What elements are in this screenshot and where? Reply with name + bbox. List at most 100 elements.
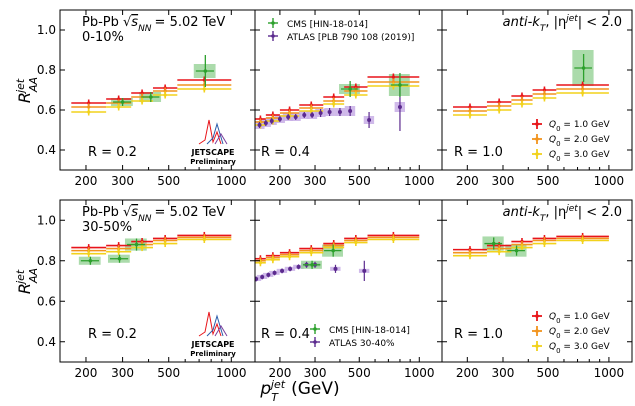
cms-point [310,263,314,267]
model-point [497,104,501,108]
x-tick-label: 500 [348,366,371,380]
cms-point [120,100,125,104]
q-legend-label: Q0 = 1.0 GeV [549,312,611,325]
model-point [332,102,336,106]
panel-1-2: 200 300 500 1000 R = 1.0 anti-kT, |ηjet| < 2.… [441,199,633,380]
model-point [354,85,358,89]
x-tick-label: 500 [536,174,559,188]
cms-point [581,66,586,70]
model-point [581,91,585,95]
x-tick-label: 1000 [594,174,625,188]
y-tick-label: 0.6 [37,103,56,117]
y-axis-label: RAAjet [14,77,40,103]
logo-subtitle: Preliminary [190,158,236,166]
logo-peak-blue [206,314,224,337]
q-legend-label: Q0 = 2.0 GeV [549,327,611,340]
atlas-point [286,115,291,119]
model-point [497,100,501,104]
atlas-point [333,266,338,271]
logo-subtitle: Preliminary [190,350,236,358]
cms-point [398,83,402,87]
x-tick-label: 500 [348,174,371,188]
model-point [581,238,585,243]
panel-1-1: 200 300 500 1000 R = 0.4 CMS [HIN-18-014] ATLA… [254,199,443,380]
radius-label: R = 0.2 [88,145,137,160]
panel-0-2: 200 300 500 1000 R = 1.0 anti-kT, |ηjet| < 2.… [441,9,633,188]
q-legend-marker [535,344,539,348]
model-point [497,250,501,254]
cms-legend-label: CMS [HIN-18-014] [329,326,410,336]
cms-point [117,256,122,261]
logo-peak-blue [206,122,224,145]
x-tick-label: 300 [492,366,515,380]
model-point [520,245,524,250]
model-point [87,252,91,256]
cms-legend-marker [313,327,317,331]
x-tick-label: 1000 [216,174,247,188]
model-point [117,250,121,254]
x-tick-label: 1000 [404,174,435,188]
cms-legend-marker [271,21,275,25]
q-legend-label: Q0 = 1.0 GeV [549,120,611,133]
model-point [202,237,206,242]
cms-point [348,87,352,91]
x-tick-label: 200 [268,366,291,380]
model-point [354,93,358,97]
q-legend-marker [535,122,539,126]
atlas-legend-marker [271,34,275,38]
atlas-point [280,268,285,273]
x-tick-label: 500 [536,366,559,380]
model-point [391,75,395,79]
collision-label: Pb-Pb √sNN = 5.02 TeV [82,15,225,34]
y-tick-label: 0.4 [37,143,56,157]
atlas-point [296,264,301,269]
x-axis-label: pTjet (GeV) [259,378,339,404]
model-point [163,241,167,246]
atlas-point [362,268,367,273]
y-tick-label: 1.0 [37,213,56,227]
cms-point [203,69,208,73]
atlas-point [397,105,402,109]
model-point [87,110,91,114]
model-point [354,89,358,93]
cms-point [88,258,93,263]
model-point [520,102,524,106]
x-tick-label: 1000 [216,366,247,380]
radius-label: R = 1.0 [454,327,503,342]
model-point [309,251,313,255]
atlas-legend-label: ATLAS 30-40% [329,339,395,349]
atlas-point [302,113,307,117]
atlas-legend-label: ATLAS [PLB 790 108 (2019)] [287,33,414,43]
collision-label: Pb-Pb √sNN = 5.02 TeV [82,205,225,224]
atlas-point [318,111,323,115]
panel-0-0: 200 300 500 1000 0.4 0.6 0.8 1.0 R = 0.2 Pb-Pb √s… [37,9,256,188]
centrality-label: 30-50% [82,220,132,235]
model-point [354,240,358,245]
x-tick-label: 300 [304,366,327,380]
algorithm-label: anti-kT, |ηjet| < 2.0 [503,14,622,34]
x-tick-label: 200 [75,174,98,188]
y-tick-label: 0.6 [37,294,56,308]
x-tick-label: 1000 [404,366,435,380]
atlas-point [260,274,265,279]
x-tick-label: 200 [75,366,98,380]
x-tick-label: 500 [157,366,180,380]
cms-point [514,248,519,253]
cms-point [148,95,153,99]
model-point [497,108,501,112]
cms-legend-label: CMS [HIN-18-014] [287,20,368,30]
radius-label: R = 0.4 [261,145,310,160]
y-tick-label: 0.8 [37,254,56,268]
q-legend-marker [535,137,539,141]
algorithm-label: anti-kT, |ηjet| < 2.0 [503,204,622,224]
model-point [117,105,121,109]
model-point [542,96,547,100]
model-point [287,255,292,259]
q-legend-marker [535,314,539,318]
atlas-point [327,110,332,114]
atlas-point [277,117,282,121]
model-point [258,261,263,265]
logo-name: JETSCAPE [190,340,234,349]
